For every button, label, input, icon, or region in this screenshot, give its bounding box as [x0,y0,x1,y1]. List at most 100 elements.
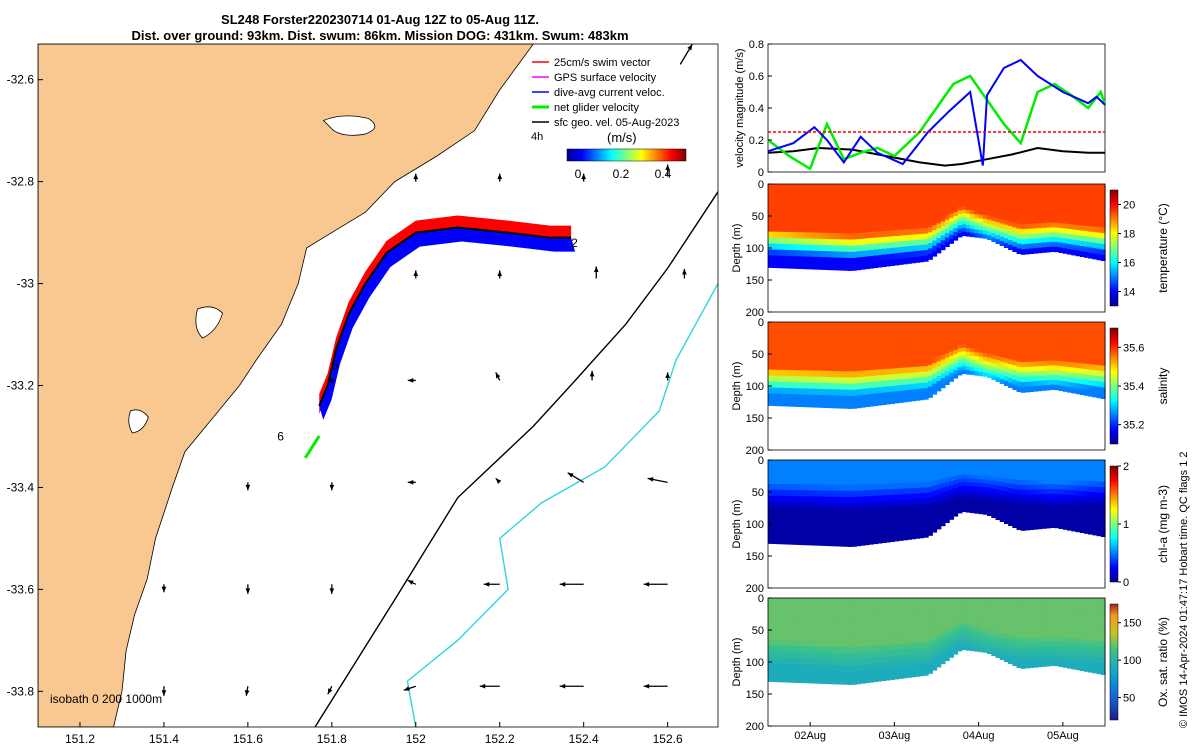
section-cell [928,614,933,621]
section-cell [923,658,929,665]
section-cell [814,646,820,654]
section-cell [822,610,828,617]
section-cell [864,496,870,503]
section-cell [1054,360,1060,367]
section-cell [949,652,954,658]
section-cell [835,460,841,467]
section-cell [801,358,807,365]
section-cell [1067,377,1072,383]
section-cell [1037,509,1043,515]
section-cell [885,603,891,611]
section-cell [932,332,938,339]
section-cell [902,367,908,374]
section-cell [1092,354,1098,360]
section-cell [928,619,933,626]
section-cell [932,465,938,471]
section-cell [1024,524,1030,531]
section-cell [923,189,929,196]
section-cell [793,640,799,647]
section-cell [944,330,950,336]
section-cell [974,509,980,514]
section-cell [919,526,925,533]
section-cell [1041,489,1047,495]
section-cell [1079,189,1085,195]
section-cell [928,598,933,604]
section-cell [885,224,891,232]
section-cell [839,641,845,648]
section-cell [801,370,807,377]
section-cell [1067,643,1072,649]
sfc-geo-vector-head [589,370,595,377]
section-cell [965,463,971,469]
section-cell [987,621,992,627]
section-cell [1041,498,1047,505]
section-cell [995,347,1001,353]
section-cell [907,195,912,202]
section-cell [1062,248,1068,254]
section-cell [1079,608,1085,615]
section-cell [911,322,917,329]
section-cell [932,363,938,369]
section-cell [852,622,858,630]
section-cell [987,353,992,359]
section-cell [818,263,824,270]
section-cell [1075,598,1081,604]
section-cell [1012,484,1018,490]
section-cell [831,214,836,222]
section-cell [928,375,933,382]
section-cell [772,195,778,203]
section-cell [1029,504,1034,511]
section-cell [978,233,984,239]
section-cell [1050,479,1056,485]
section-cell [1062,504,1068,511]
section-cell [1075,490,1081,497]
section-cell [936,523,942,530]
section-cell [915,327,921,334]
section-cell [936,385,942,392]
section-cell [987,345,992,351]
section-cell [928,370,933,377]
section-cell [856,190,862,197]
section-cell [793,244,799,251]
section-cell [873,639,879,647]
section-cell [1096,200,1102,207]
section-cell [1079,363,1085,370]
section-cell [961,631,967,636]
section-cell [902,356,908,363]
section-cell [864,484,870,491]
section-cell [835,653,841,660]
section-cell [780,345,786,353]
section-cell [843,527,849,535]
section-cell [911,395,917,402]
section-cell [1054,379,1060,386]
section-cell [936,647,942,653]
section-cell [1016,637,1022,644]
section-cell [801,232,807,239]
section-cell [907,476,912,484]
section-cell [801,364,807,371]
section-cell [776,333,782,341]
section-cell [987,337,992,343]
section-cell [1067,204,1072,210]
section-cell [789,478,794,485]
section-cell [923,669,929,676]
section-cell [1037,326,1043,333]
section-cell [848,641,853,648]
section-cell [768,369,773,377]
section-cell [772,189,778,197]
section-cell [869,484,874,491]
section-cell [869,250,874,257]
section-cell [961,463,967,468]
sfc-geo-vector [244,686,250,696]
sfc-geo-vector [643,683,668,689]
section-cell [928,189,933,196]
section-cell [1096,508,1102,515]
section-cell [978,479,984,484]
section-cell [949,610,954,616]
section-cell [1062,637,1068,644]
section-cell [822,202,828,209]
section-cell [877,213,883,221]
section-cell [957,214,963,219]
section-cell [839,371,845,378]
section-cell [881,380,887,388]
